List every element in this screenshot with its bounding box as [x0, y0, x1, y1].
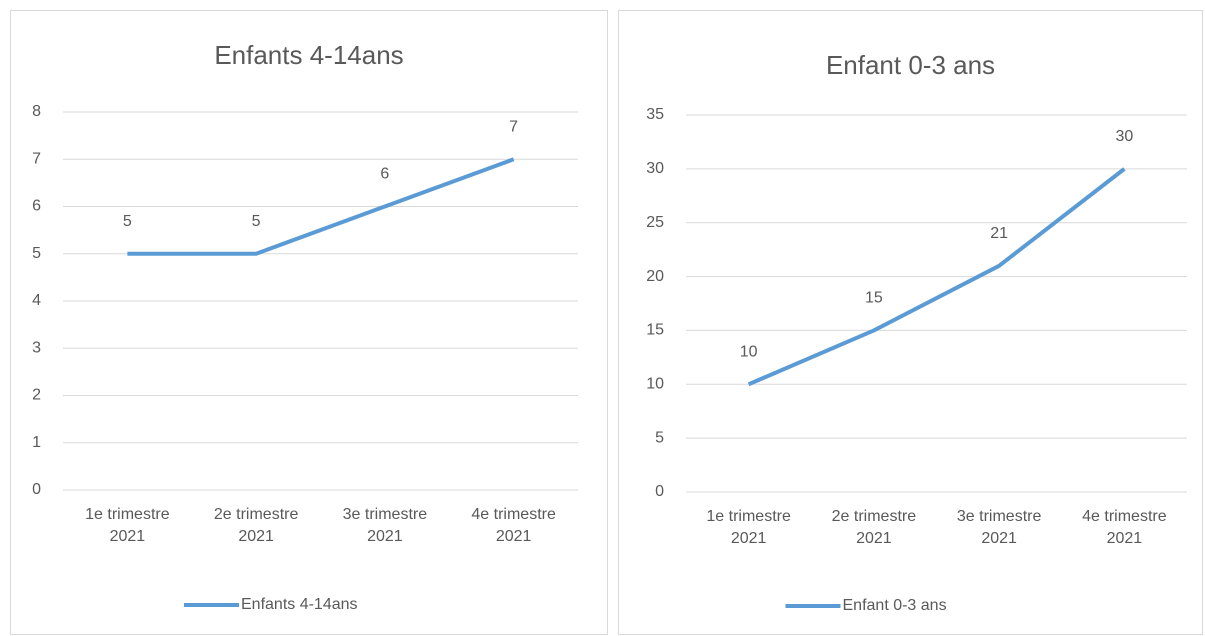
x-tick-label: 1e trimestre 2021 [85, 506, 170, 545]
data-label: 6 [380, 166, 389, 183]
chart-panel [618, 10, 1203, 635]
data-label: 30 [1115, 128, 1133, 145]
y-tick-label: 8 [32, 103, 41, 120]
data-label: 15 [865, 290, 883, 307]
data-label: 10 [740, 344, 758, 361]
y-tick-label: 15 [646, 322, 664, 339]
line-series [747, 167, 1126, 387]
y-tick-label: 7 [32, 150, 41, 167]
x-tick-label: 4e trimestre 2021 [1082, 508, 1167, 547]
y-tick-label: 10 [646, 376, 664, 393]
y-tick-label: 35 [646, 106, 664, 123]
x-tick-label: 3e trimestre 2021 [342, 506, 428, 545]
x-tick-label: 2e trimestre 2021 [831, 508, 917, 547]
line-series [127, 157, 515, 256]
y-tick-label: 0 [32, 481, 41, 498]
y-tick-label: 25 [646, 214, 664, 231]
y-tick-label: 5 [32, 245, 41, 262]
y-tick-label: 30 [646, 160, 664, 177]
data-label: 21 [990, 225, 1008, 242]
data-label: 7 [509, 118, 518, 135]
data-label: 5 [252, 213, 261, 230]
data-label: 5 [123, 213, 132, 230]
y-tick-label: 3 [32, 339, 41, 356]
chart-title: Enfant 0-3 ans [826, 50, 995, 80]
y-tick-label: 5 [655, 429, 664, 446]
x-tick-label: 1e trimestre 2021 [706, 508, 791, 547]
x-tick-label: 2e trimestre 2021 [213, 506, 299, 545]
chart-panel [10, 10, 608, 635]
chart-title: Enfants 4-14ans [214, 40, 403, 70]
y-tick-label: 4 [32, 292, 41, 309]
y-tick-label: 1 [32, 434, 41, 451]
x-tick-label: 3e trimestre 2021 [956, 508, 1042, 547]
y-tick-label: 6 [32, 198, 41, 215]
y-tick-label: 20 [646, 268, 664, 285]
x-tick-label: 4e trimestre 2021 [471, 506, 556, 545]
legend-label: Enfants 4-14ans [241, 596, 358, 613]
legend-label: Enfant 0-3 ans [843, 597, 947, 614]
y-tick-label: 0 [655, 483, 664, 500]
y-tick-label: 2 [32, 387, 41, 404]
